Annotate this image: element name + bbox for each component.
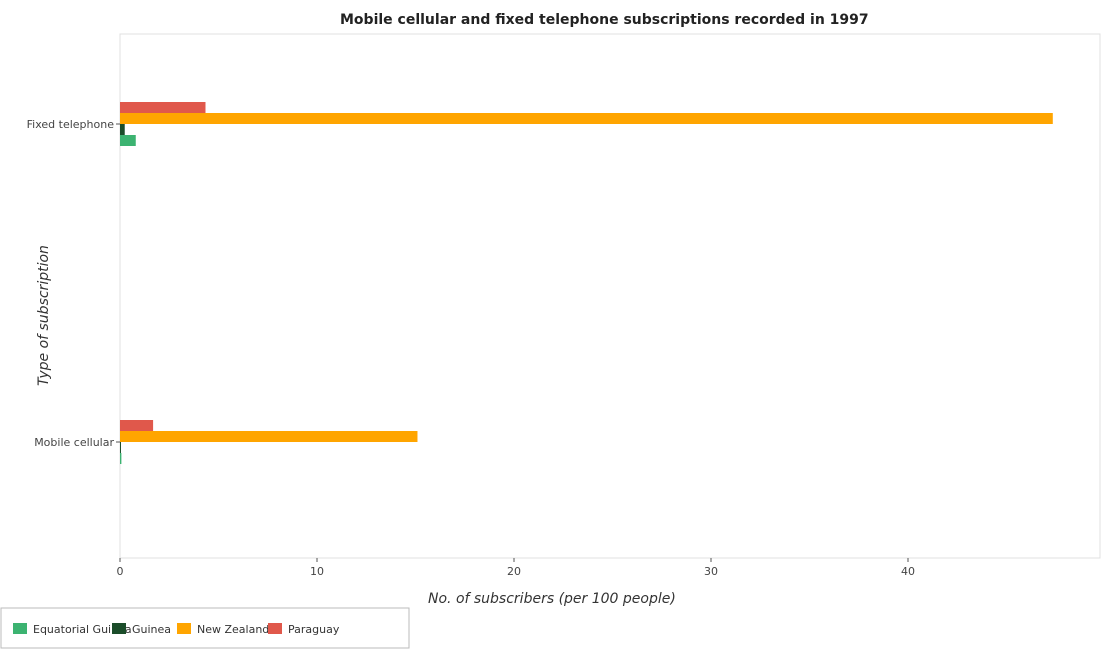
legend-label: New Zealand (197, 623, 269, 636)
bar-equatorial-guinea-fixed-telephone (120, 135, 136, 146)
bars-group (120, 102, 1053, 464)
legend-swatch (112, 623, 126, 634)
legend-swatch (177, 623, 191, 634)
x-tick-label: 30 (704, 565, 718, 578)
plot-area-frame (119, 33, 1101, 559)
bar-guinea-fixed-telephone (120, 124, 125, 135)
legend-frame (0, 607, 410, 649)
legend-swatch (268, 623, 282, 634)
legend-label: Paraguay (288, 623, 340, 636)
legend-label: Equatorial Guinea (33, 623, 132, 636)
bar-new-zealand-fixed-telephone (120, 113, 1053, 124)
chart-title: Mobile cellular and fixed telephone subs… (340, 12, 869, 28)
x-tick-label: 0 (117, 565, 124, 578)
x-tick-label: 20 (507, 565, 521, 578)
x-tick-label: 10 (310, 565, 324, 578)
bar-paraguay-fixed-telephone (120, 102, 206, 113)
bar-equatorial-guinea-mobile-cellular (120, 453, 122, 464)
x-axis-ticks: 0 10 20 30 40 (117, 558, 915, 578)
y-tick-label: Mobile cellular (34, 436, 114, 449)
bar-guinea-mobile-cellular (120, 442, 121, 453)
y-axis-label: Type of subscription (36, 245, 52, 386)
x-axis-label: No. of subscribers (per 100 people) (428, 591, 676, 607)
x-tick-label: 40 (901, 565, 915, 578)
legend-label: Guinea (132, 623, 171, 636)
bar-new-zealand-mobile-cellular (120, 431, 418, 442)
y-axis-ticks: Mobile cellular Fixed telephone (27, 118, 120, 449)
legend: Equatorial Guinea Guinea New Zealand Paragu… (0, 607, 410, 649)
legend-swatch (13, 623, 27, 634)
y-tick-label: Fixed telephone (27, 118, 115, 131)
bar-paraguay-mobile-cellular (120, 420, 154, 431)
